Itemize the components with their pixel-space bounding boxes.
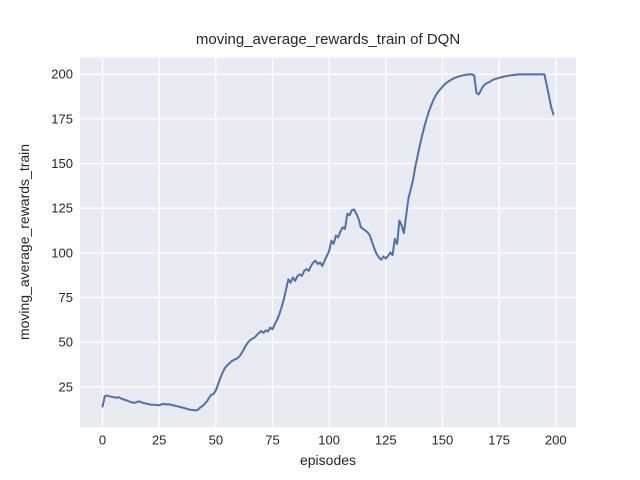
x-tick-label: 200	[545, 433, 567, 448]
x-tick-label: 150	[432, 433, 454, 448]
x-tick-label: 75	[265, 433, 279, 448]
y-tick-label: 200	[51, 67, 73, 82]
y-tick-label: 50	[59, 335, 73, 350]
x-tick-label: 0	[99, 433, 106, 448]
chart-title: moving_average_rewards_train of DQN	[195, 31, 461, 48]
x-axis-label: episodes	[299, 452, 357, 468]
y-tick-label: 25	[59, 379, 73, 394]
y-axis-label: moving_average_rewards_train	[16, 143, 32, 341]
y-tick-label: 175	[51, 111, 73, 126]
y-tick-label: 100	[51, 245, 73, 260]
x-tick-label: 125	[375, 433, 397, 448]
y-tick-label: 150	[51, 156, 73, 171]
x-tick-label: 50	[209, 433, 223, 448]
axes-background	[80, 57, 576, 428]
x-tick-label: 25	[152, 433, 166, 448]
y-tick-label: 75	[59, 290, 73, 305]
x-tick-label: 100	[318, 433, 340, 448]
reward-line	[101, 73, 555, 412]
y-tick-label: 125	[51, 201, 73, 216]
x-tick-label: 175	[488, 433, 510, 448]
